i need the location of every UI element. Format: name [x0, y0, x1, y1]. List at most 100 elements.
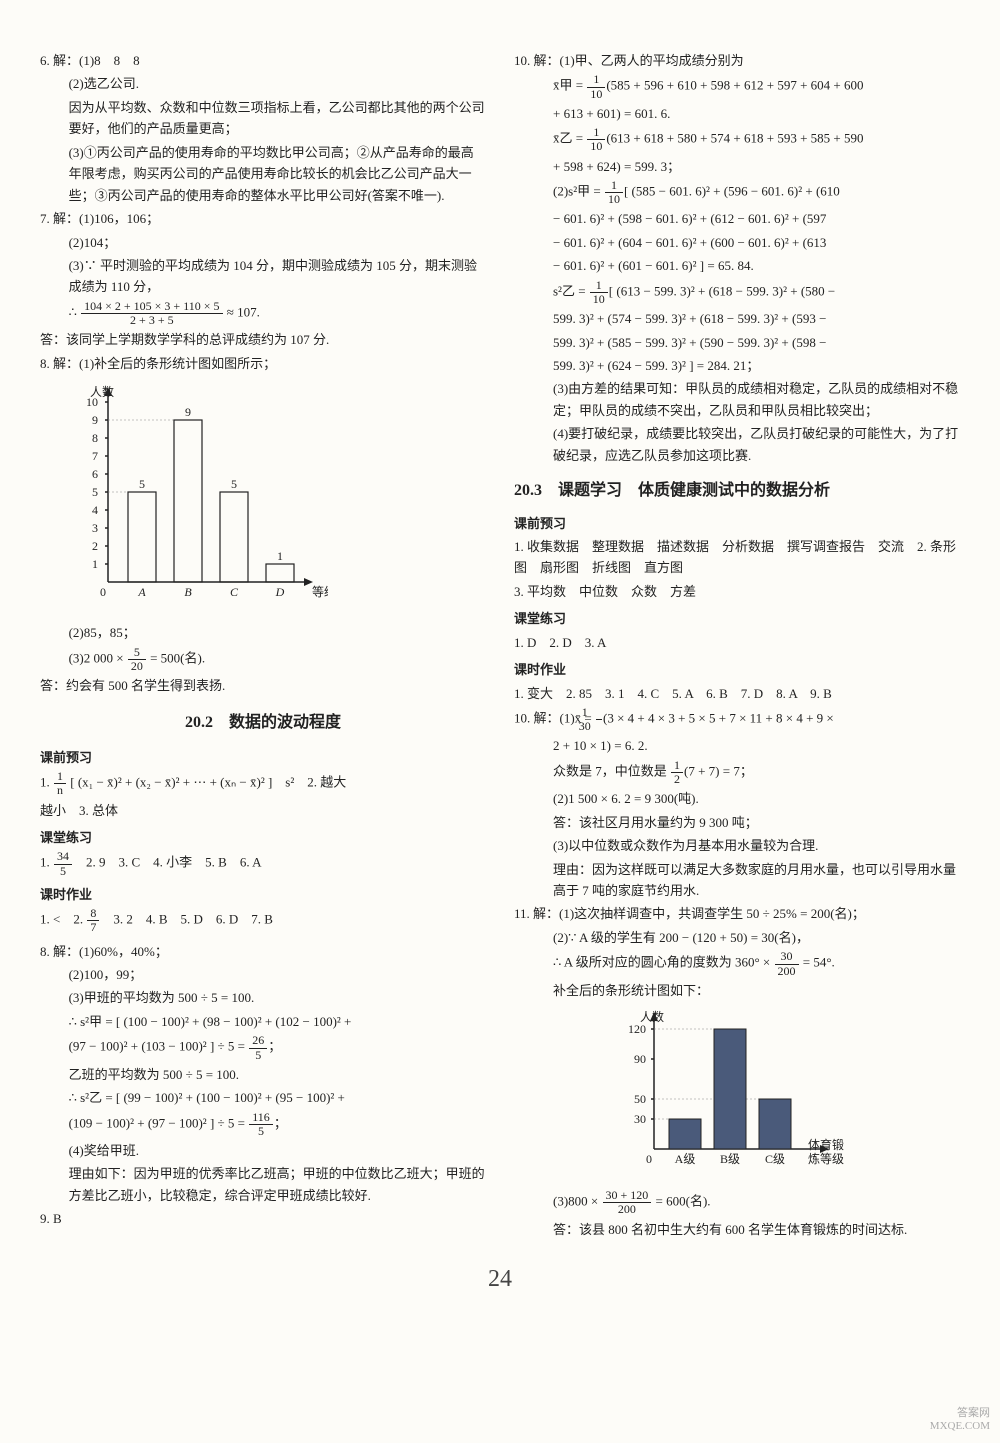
hw-q10-line: 理由：因为这样既可以满足大多数家庭的月用水量，也可以引导用水量高于 7 吨的家庭…: [514, 859, 960, 902]
q10-line: x̄乙 = 110(613 + 618 + 580 + 574 + 618 + …: [514, 126, 960, 153]
hw-q11-line: 补全后的条形统计图如下：: [514, 980, 960, 1001]
hw-q10-line: (2)1 500 × 6. 2 = 9 300(吨).: [514, 788, 960, 809]
q8-answer: 答：约会有 500 名学生得到表扬.: [40, 675, 486, 696]
q10-line: 599. 3)² + (624 − 599. 3)² ] = 284. 21；: [514, 355, 960, 376]
fraction: 110: [587, 73, 605, 100]
hw-q8-line: ∴ s²乙 = [ (99 − 100)² + (100 − 100)² + (…: [40, 1087, 486, 1108]
hw-q11-answer: 答：该县 800 名初中生大约有 600 名学生体育锻炼的时间达标.: [514, 1219, 960, 1240]
page-number: 24: [40, 1260, 960, 1300]
preview-heading: 课前预习: [40, 747, 486, 768]
preview-heading: 课前预习: [514, 513, 960, 534]
hw-q8-line: 8. 解：(1)60%，40%；: [40, 941, 486, 962]
q10-line: 10. 解：(1)甲、乙两人的平均成绩分别为: [514, 50, 960, 71]
fraction: 1n: [54, 770, 66, 797]
classwork-line: 1. 345 2. 9 3. C 4. 小李 5. B 6. A: [40, 850, 486, 877]
svg-text:2: 2: [92, 539, 98, 553]
watermark: 答案网 MXQE.COM: [930, 1407, 990, 1433]
svg-text:等级: 等级: [312, 585, 328, 599]
hw-q8-line: (2)100，99；: [40, 964, 486, 985]
q10-line: 599. 3)² + (574 − 599. 3)² + (618 − 599.…: [514, 308, 960, 329]
q10-line: (3)由方差的结果可知：甲队员的成绩相对稳定，乙队员的成绩相对不稳定；甲队员的成…: [514, 378, 960, 421]
hw-q8-line: 理由如下：因为甲班的优秀率比乙班高；甲班的中位数比乙班大；甲班的方差比乙班小，比…: [40, 1163, 486, 1206]
q11-bar-chart: 人数 30 50 90 120 0 A级 B级 C级 体育锻 炼等级: [604, 1009, 960, 1179]
q10-line: s²乙 = 110[ (613 − 599. 3)² + (618 − 599.…: [514, 279, 960, 306]
hw-q8-frac-line: (109 − 100)² + (97 − 100)² ] ÷ 5 = 1165；: [40, 1111, 486, 1138]
q7-answer: 答：该同学上学期数学学科的总评成绩约为 107 分.: [40, 329, 486, 350]
fraction: 130: [596, 706, 602, 733]
q6-line: 因为从平均数、众数和中位数三项指标上看，乙公司都比其他的两个公司要好，他们的产品…: [40, 97, 486, 140]
hw-q8-line: ∴ s²甲 = [ (100 − 100)² + (98 − 100)² + (…: [40, 1011, 486, 1032]
svg-text:D: D: [275, 585, 285, 599]
fraction: 520: [128, 646, 146, 673]
svg-text:B: B: [184, 585, 192, 599]
fraction: 265: [249, 1034, 267, 1061]
q10-line: + 598 + 624) = 599. 3；: [514, 156, 960, 177]
fraction: 30 + 120200: [603, 1189, 652, 1216]
svg-text:体育锻: 体育锻: [808, 1137, 844, 1152]
svg-text:0: 0: [646, 1152, 652, 1166]
homework-line: 1. 变大 2. 85 3. 1 4. C 5. A 6. B 7. D 8. …: [514, 683, 960, 704]
fraction: 87: [87, 907, 99, 934]
svg-text:C级: C级: [765, 1152, 785, 1166]
chart-svg: 1 2 3 4 5 6 7 8 9 10 人数 0 5 9: [68, 382, 328, 612]
svg-text:C: C: [230, 585, 239, 599]
hw-q8-frac-line: (97 − 100)² + (103 − 100)² ] ÷ 5 = 265；: [40, 1034, 486, 1061]
fraction: 30200: [775, 950, 799, 977]
svg-text:30: 30: [634, 1112, 646, 1126]
q8-fraction-line: (3)2 000 × 520 = 500(名).: [40, 646, 486, 673]
fraction: 12: [671, 759, 683, 786]
hw-q11-line: (2)∵ A 级的学生有 200 − (120 + 50) = 30(名)，: [514, 927, 960, 948]
section-20-2-title: 20.2 数据的波动程度: [40, 710, 486, 736]
y-ticks: 1 2 3 4 5 6 7 8 9 10: [86, 395, 108, 571]
homework-line: 1. < 2. 87 3. 2 4. B 5. D 6. D 7. B: [40, 907, 486, 934]
svg-text:5: 5: [92, 485, 98, 499]
fraction: 110: [587, 126, 605, 153]
fraction: 104 × 2 + 105 × 3 + 110 × 52 + 3 + 5: [81, 300, 222, 327]
preview-line: 1. 收集数据 整理数据 描述数据 分析数据 撰写调查报告 交流 2. 条形图 …: [514, 536, 960, 579]
q6-line: 6. 解：(1)8 8 8: [40, 50, 486, 71]
svg-text:5: 5: [231, 477, 237, 491]
q6-line: (2)选乙公司.: [40, 73, 486, 94]
page-columns: 6. 解：(1)8 8 8 (2)选乙公司. 因为从平均数、众数和中位数三项指标…: [40, 50, 960, 1242]
classwork-heading: 课堂练习: [514, 608, 960, 629]
q8-bar-chart: 1 2 3 4 5 6 7 8 9 10 人数 0 5 9: [68, 382, 486, 612]
fraction: 1165: [249, 1111, 273, 1138]
q10-line: − 601. 6)² + (601 − 601. 6)² ] = 65. 84.: [514, 255, 960, 276]
hw-q11-line: (3)800 × 30 + 120200 = 600(名).: [514, 1189, 960, 1216]
svg-text:4: 4: [92, 503, 98, 517]
preview-line: 越小 3. 总体: [40, 800, 486, 821]
q7-line: (2)104；: [40, 232, 486, 253]
svg-text:9: 9: [92, 413, 98, 427]
q10-line: x̄甲 = 110(585 + 596 + 610 + 598 + 612 + …: [514, 73, 960, 100]
svg-text:人数: 人数: [90, 384, 114, 399]
fraction: 345: [54, 850, 72, 877]
q10-line: + 613 + 601) = 601. 6.: [514, 103, 960, 124]
hw-q8-line: (4)奖给甲班.: [40, 1140, 486, 1161]
preview-line: 1. 1n [ (x₁ − x̄)² + (x₂ − x̄)² + ⋯ + (x…: [40, 770, 486, 797]
svg-text:1: 1: [92, 557, 98, 571]
chart-svg: 人数 30 50 90 120 0 A级 B级 C级 体育锻 炼等级: [604, 1009, 864, 1179]
svg-text:5: 5: [139, 477, 145, 491]
left-column: 6. 解：(1)8 8 8 (2)选乙公司. 因为从平均数、众数和中位数三项指标…: [40, 50, 486, 1242]
hw-q8-line: (3)甲班的平均数为 500 ÷ 5 = 100.: [40, 987, 486, 1008]
q7-line: 7. 解：(1)106，106；: [40, 208, 486, 229]
q6-line: (3)①丙公司产品的使用寿命的平均数比甲公司高；②从产品寿命的最高年限考虑，购买…: [40, 142, 486, 206]
svg-text:炼等级: 炼等级: [808, 1151, 844, 1166]
hw-q10-line: 10. 解：(1)x̄ = 130(3 × 4 + 4 × 3 + 5 × 5 …: [514, 706, 960, 733]
svg-text:0: 0: [100, 585, 106, 599]
preview-line: 3. 平均数 中位数 众数 方差: [514, 581, 960, 602]
hw-q8-line: 乙班的平均数为 500 ÷ 5 = 100.: [40, 1064, 486, 1085]
svg-text:50: 50: [634, 1092, 646, 1106]
classwork-heading: 课堂练习: [40, 827, 486, 848]
q10-line: − 601. 6)² + (598 − 601. 6)² + (612 − 60…: [514, 208, 960, 229]
classwork-line: 1. D 2. D 3. A: [514, 632, 960, 653]
hw-q10-line: 众数是 7，中位数是 12(7 + 7) = 7；: [514, 759, 960, 786]
fraction: 110: [605, 179, 623, 206]
q10-line: − 601. 6)² + (604 − 601. 6)² + (600 − 60…: [514, 232, 960, 253]
svg-text:6: 6: [92, 467, 98, 481]
q10-line: (4)要打破纪录，成绩要比较突出，乙队员打破纪录的可能性大，为了打破纪录，应选乙…: [514, 423, 960, 466]
svg-text:A: A: [137, 585, 146, 599]
hw-q10-line: 2 + 10 × 1) = 6. 2.: [514, 735, 960, 756]
svg-text:120: 120: [628, 1022, 646, 1036]
svg-text:90: 90: [634, 1052, 646, 1066]
